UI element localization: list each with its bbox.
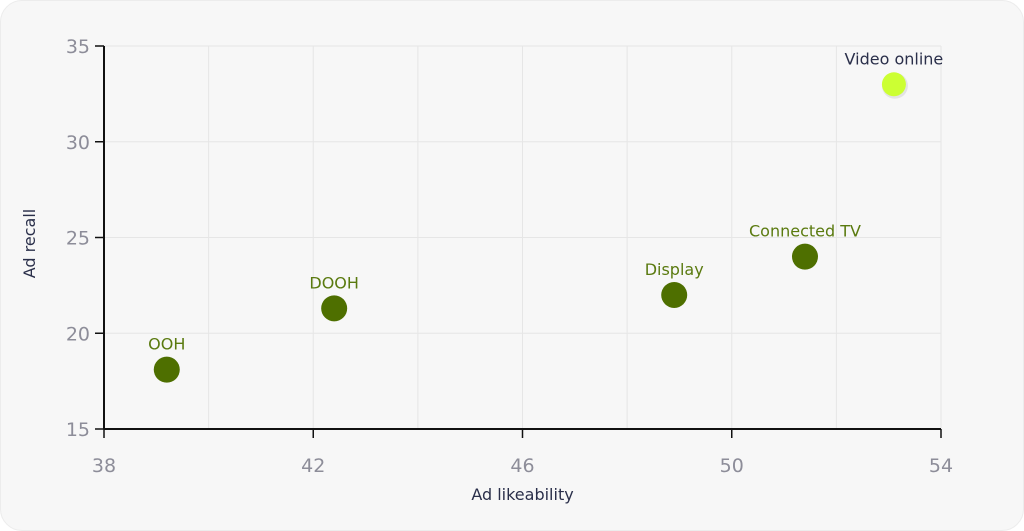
point-label: Display <box>645 260 704 279</box>
y-axis-title: Ad recall <box>20 209 39 278</box>
data-point[interactable] <box>791 243 818 270</box>
x-tick-label: 42 <box>301 455 325 477</box>
axes <box>95 45 942 438</box>
point-label: OOH <box>148 335 185 354</box>
y-tick-label: 25 <box>66 228 90 250</box>
point-labels: OOH DOOH Display Connected TV Video online <box>148 49 943 353</box>
point-label: Video online <box>845 49 944 68</box>
data-point[interactable] <box>661 281 688 308</box>
y-tick-label: 20 <box>66 323 90 345</box>
x-tick-label: 38 <box>92 455 116 477</box>
point-label: Connected TV <box>749 222 861 241</box>
data-points <box>153 72 908 383</box>
y-tick-label: 35 <box>66 36 90 58</box>
tick-labels: 38 42 46 50 54 15 20 25 30 35 <box>66 36 953 477</box>
x-tick-label: 54 <box>929 455 953 477</box>
x-axis-title: Ad likeability <box>471 485 573 504</box>
grid-lines <box>104 45 942 429</box>
y-tick-label: 30 <box>66 132 90 154</box>
data-point[interactable] <box>321 295 348 322</box>
data-point[interactable] <box>881 72 906 97</box>
y-tick-label: 15 <box>66 419 90 441</box>
x-tick-label: 50 <box>720 455 744 477</box>
point-label: DOOH <box>309 273 359 292</box>
data-point[interactable] <box>153 356 180 383</box>
x-tick-label: 46 <box>510 455 534 477</box>
